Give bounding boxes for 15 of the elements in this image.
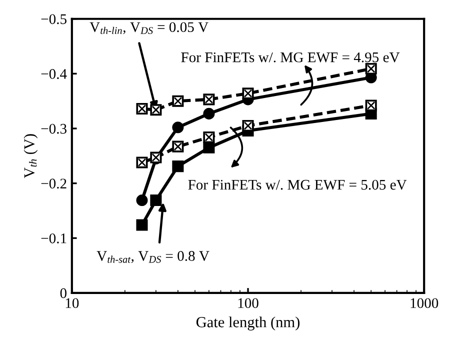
- y-tick-label: −0.4: [41, 69, 67, 79]
- y-tick-label: 0: [60, 288, 67, 298]
- y-tick-label: −0.3: [41, 124, 66, 134]
- x-axis-title: Gate length (nm): [196, 316, 300, 330]
- x-tick-label: 100: [238, 298, 258, 308]
- annotation: V$_{th‐sat}$, V$_{DS}$ = 0.8 V: [96, 251, 210, 263]
- y-tick-label: −0.5: [41, 14, 66, 24]
- annotation: For FinFETs w/. MG EWF = 5.05 eV: [188, 180, 407, 190]
- x-tick-label: 10: [66, 298, 79, 308]
- annotation: V$_{th‐lin}$, V$_{DS}$ = 0.05 V: [90, 22, 208, 34]
- y-tick-label: −0.2: [41, 178, 66, 189]
- x-tick-label: 1000: [410, 298, 438, 308]
- y-tick-label: −0.1: [41, 233, 66, 244]
- y-axis-title: V$_{th}$ (V): [24, 134, 38, 178]
- annotation: For FinFETs w/. MG EWF = 4.95 eV: [181, 52, 400, 62]
